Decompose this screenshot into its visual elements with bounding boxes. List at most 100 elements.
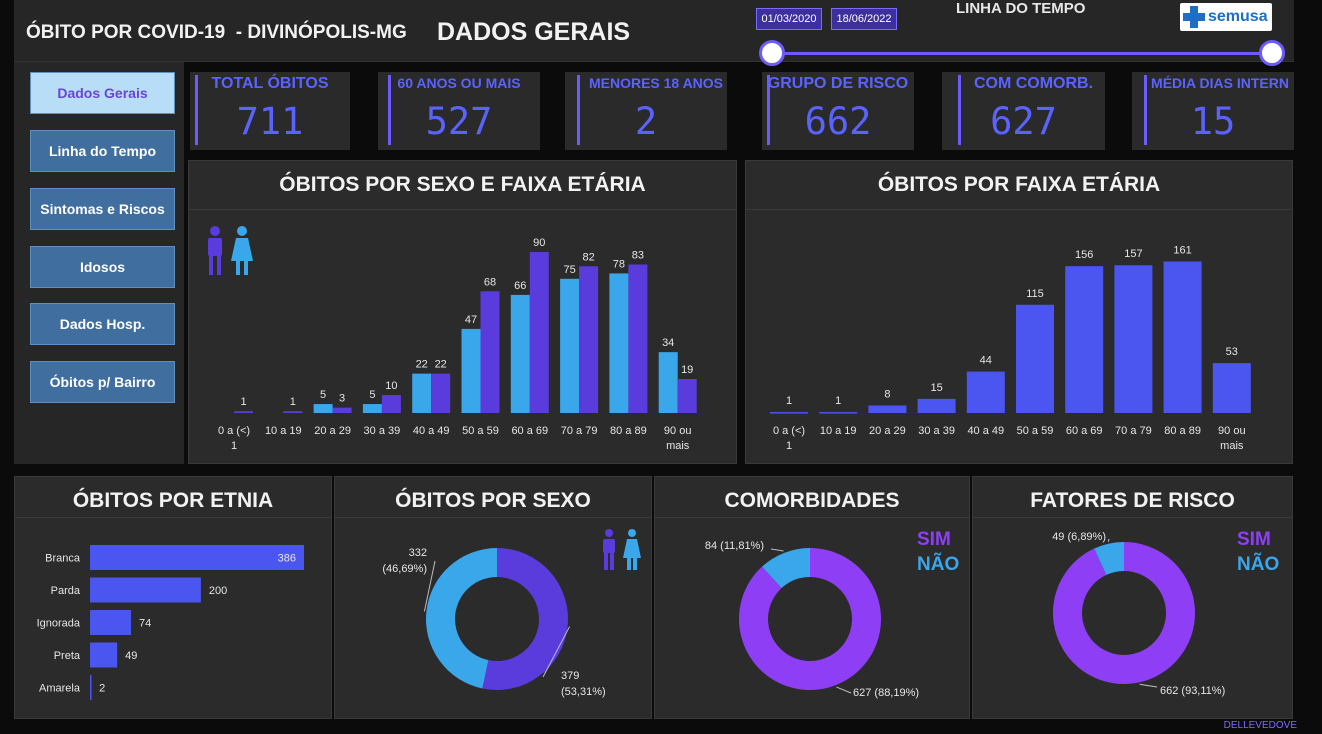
data-label: 1 [240, 396, 246, 408]
kpi-accent-bar [767, 75, 770, 145]
bar [461, 328, 481, 413]
data-label: 332 [409, 547, 427, 559]
kpi-value: 711 [236, 100, 304, 143]
data-label: 3 [339, 393, 345, 405]
people-icon [603, 529, 641, 570]
data-label: 156 [1075, 249, 1093, 261]
y-tick-label: Preta [54, 650, 81, 662]
data-label: 78 [613, 258, 625, 270]
data-label: 68 [484, 276, 496, 288]
data-label: 10 [385, 380, 397, 392]
divider [15, 517, 331, 518]
x-tick-label: 40 a 49 [413, 425, 450, 437]
data-label: 22 [416, 359, 428, 371]
donut-slice [762, 548, 810, 589]
x-tick-label: 90 ou [1218, 425, 1246, 437]
bar [1163, 261, 1202, 413]
kpi-value: 627 [990, 100, 1057, 143]
nav-dados-hosp[interactable]: Dados Hosp. [30, 303, 175, 345]
bar [868, 405, 907, 413]
x-tick-label: 90 ou [664, 425, 692, 437]
kpi-accent-bar [577, 75, 580, 145]
x-tick-label: 10 a 19 [820, 425, 857, 437]
donut-slice [1094, 542, 1124, 575]
semusa-logo: semusa [1180, 3, 1272, 31]
divider [746, 209, 1292, 210]
bar [90, 610, 132, 635]
nav-dados-gerais[interactable]: Dados Gerais [30, 72, 175, 114]
data-label: 47 [465, 314, 477, 326]
chart-sexo: 379 (53,31%) 332 (46,69%) [382, 529, 641, 698]
chart-sexo-faixa: 1 0 a (<) 1 1 10 a 19 5 3 20 a 29 5 10 30 a 39 22 22… [208, 226, 697, 452]
kpi-total-obitos: TOTAL ÓBITOS 711 [190, 72, 350, 150]
x-tick-label: mais [1220, 440, 1244, 452]
x-tick-label: 80 a 89 [1164, 425, 1201, 437]
legend-sim: SIM [917, 529, 951, 550]
health-cross-icon [1183, 6, 1205, 28]
slider-end-handle[interactable] [1259, 40, 1285, 66]
y-tick-label: Ignorada [37, 618, 81, 630]
bar [628, 264, 648, 413]
data-label: 34 [662, 337, 674, 349]
page-title: DADOS GERAIS [437, 18, 631, 46]
slider-start-handle[interactable] [759, 40, 785, 66]
kpi-label: TOTAL ÓBITOS [211, 75, 329, 92]
data-label: 161 [1173, 244, 1191, 256]
nav-idosos[interactable]: Idosos [30, 246, 175, 288]
data-label: 19 [681, 364, 693, 376]
leader-line [1139, 683, 1158, 688]
leader-line [423, 560, 436, 612]
bar [819, 412, 858, 414]
data-label: 53 [1226, 346, 1238, 358]
data-label: 386 [278, 553, 296, 565]
bar [917, 398, 956, 413]
nav-label: Óbitos p/ Bairro [49, 374, 156, 390]
data-label: 15 [930, 382, 942, 394]
x-tick-label: 60 a 69 [1066, 425, 1103, 437]
chart-title: ÓBITOS POR FAIXA ETÁRIA [877, 173, 1161, 196]
x-tick-label: 0 a (<) [773, 425, 805, 437]
bar [658, 352, 678, 413]
donut-slice [426, 548, 497, 689]
leader-line [836, 686, 852, 694]
x-tick-label: 20 a 29 [869, 425, 906, 437]
chart-title: FATORES DE RISCO [1030, 489, 1235, 512]
bar [1065, 266, 1104, 413]
date-end-field[interactable]: 18/06/2022 [831, 8, 897, 30]
x-tick-label: 20 a 29 [314, 425, 351, 437]
bar [381, 395, 401, 413]
kpi-accent-bar [958, 75, 961, 145]
nav-obitos-bairro[interactable]: Óbitos p/ Bairro [30, 361, 175, 403]
chart-fatores-panel: FATORES DE RISCO SIM NÃO 662 (93,11%) 49 … [972, 476, 1293, 719]
kpi-label: MÉDIA DIAS INTERN [1151, 75, 1289, 91]
x-tick-label: 40 a 49 [967, 425, 1004, 437]
nav-label: Dados Hosp. [59, 316, 146, 332]
chart-faixa: 1 0 a (<) 1 1 10 a 19 8 20 a 29 15 30 a 39 44 40 a… [770, 244, 1251, 452]
donut-slice [739, 548, 881, 690]
kpi-menores-18: MENORES 18 ANOS 2 [565, 72, 727, 150]
nav-label: Dados Gerais [57, 85, 148, 101]
footer-credit: DELLEVEDOVE [1223, 720, 1297, 731]
nav-sintomas-riscos[interactable]: Sintomas e Riscos [30, 188, 175, 230]
date-range-slider[interactable] [772, 52, 1272, 55]
chart-title: ÓBITOS POR ETNIA [72, 489, 274, 512]
data-label: 1 [290, 396, 296, 408]
x-tick-label: mais [666, 440, 690, 452]
chart-faixa-panel: ÓBITOS POR FAIXA ETÁRIA 1 0 a (<) 1 1 10 a 1… [745, 160, 1293, 464]
chart-sexo-panel: ÓBITOS POR SEXO 379 (53,31%) 332 (46,69%) [334, 476, 652, 719]
data-label: (53,31%) [561, 686, 606, 698]
x-tick-label: 50 a 59 [1017, 425, 1054, 437]
legend-sim: SIM [1237, 529, 1271, 550]
y-tick-label: Amarela [39, 683, 81, 695]
chart-comorbidades: 627 (88,19%) 84 (11,81%) [705, 540, 919, 699]
kpi-value: 662 [804, 100, 872, 143]
chart-title: COMORBIDADES [724, 489, 900, 512]
sidebar: Dados Gerais Linha do Tempo Sintomas e R… [14, 62, 184, 464]
date-start-field[interactable]: 01/03/2020 [756, 8, 822, 30]
bar [234, 411, 253, 413]
chart-title: ÓBITOS POR SEXO E FAIXA ETÁRIA [279, 173, 646, 196]
kpi-label: GRUPO DE RISCO [767, 75, 909, 92]
bar [90, 675, 92, 700]
nav-linha-do-tempo[interactable]: Linha do Tempo [30, 130, 175, 172]
bar [579, 266, 599, 413]
